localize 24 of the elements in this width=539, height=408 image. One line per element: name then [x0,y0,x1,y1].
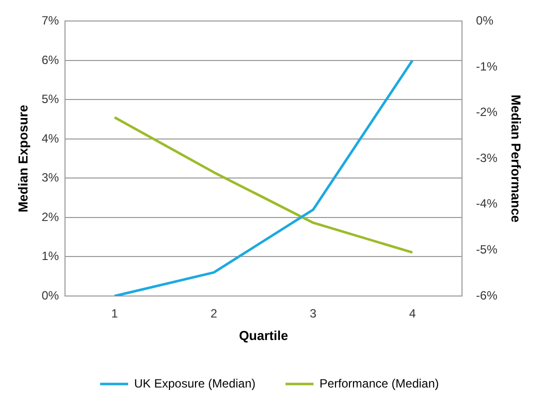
y-tick-label: 4% [42,131,60,146]
y-tick-label: 2% [42,210,60,224]
y-tick-label: 7% [42,14,60,28]
y-axis-title: Median Exposure [15,104,30,212]
y-tick-label: 3% [42,170,60,185]
x-axis-title: Quartile [238,328,288,343]
y2-tick-label: -1% [476,59,498,74]
x-tick-label: 1 [111,306,118,321]
y2-tick-label: -2% [476,105,498,120]
y-tick-label: 5% [42,92,60,106]
legend-label: Performance (Median) [320,376,439,390]
y2-tick-label: -4% [476,196,498,211]
x-tick-label: 2 [210,306,218,321]
y2-axis-title: Median Performance [508,94,524,223]
y2-tick-label: -6% [476,288,498,302]
y2-tick-label: 0% [476,14,494,28]
x-tick-label: 4 [409,306,416,321]
y2-tick-label: -3% [476,150,498,165]
legend-label: UK Exposure (Median) [134,376,256,390]
y-tick-label: 1% [42,249,60,264]
y2-tick-label: -5% [476,242,498,257]
x-tick-label: 3 [310,306,317,321]
y-tick-label: 0% [42,288,60,302]
y-tick-label: 6% [42,52,60,67]
